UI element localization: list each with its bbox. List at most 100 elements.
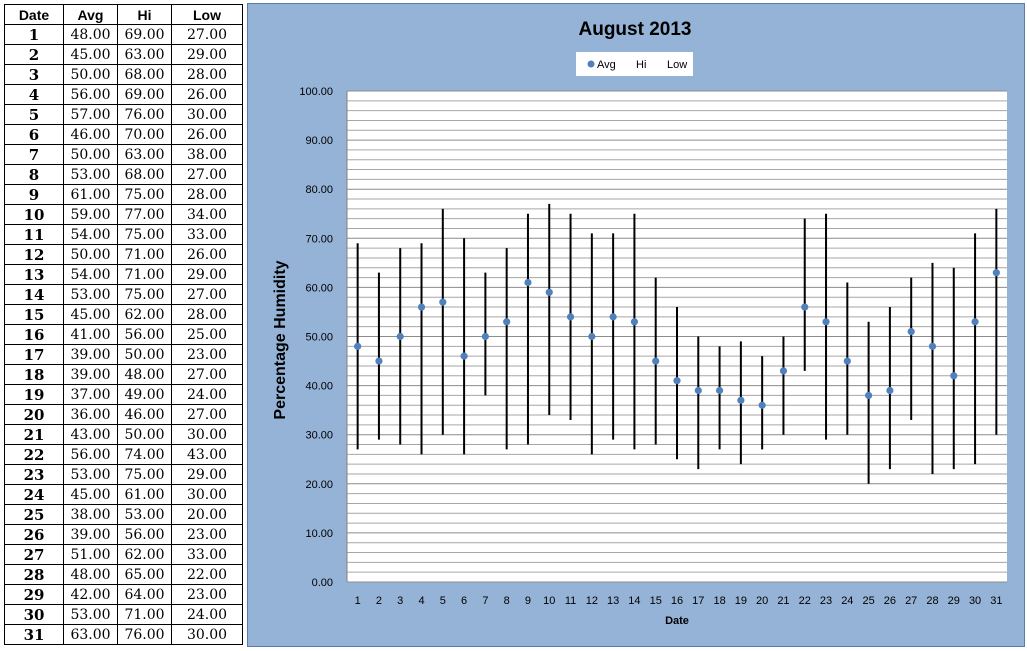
avg-point [354, 342, 362, 350]
cell-low: 24.00 [171, 604, 243, 625]
cell-avg: 45.00 [63, 44, 118, 65]
legend-hi-label: Hi [636, 59, 646, 71]
cell-low: 30.00 [171, 424, 243, 445]
cell-low: 28.00 [171, 64, 243, 85]
table-row: 9 61.00 75.00 28.00 [4, 184, 243, 205]
avg-point [694, 386, 702, 395]
header-hi: Hi [117, 4, 172, 25]
avg-point [971, 318, 979, 326]
cell-hi: 69.00 [117, 24, 172, 45]
cell-low: 28.00 [171, 304, 243, 325]
table-row: 7 50.00 63.00 38.00 [4, 144, 243, 165]
cell-avg: 54.00 [63, 264, 118, 285]
cell-hi: 63.00 [117, 44, 172, 65]
cell-avg: 36.00 [63, 404, 118, 425]
cell-date: 29 [4, 584, 64, 605]
cell-hi: 48.00 [117, 364, 172, 385]
x-tick-label: 29 [948, 595, 960, 607]
table-row: 10 59.00 77.00 34.00 [4, 204, 243, 225]
cell-hi: 63.00 [117, 144, 172, 165]
table-row: 30 53.00 71.00 24.00 [4, 604, 243, 625]
cell-avg: 48.00 [63, 24, 118, 45]
cell-date: 28 [4, 564, 64, 585]
cell-low: 30.00 [171, 624, 243, 645]
table-row: 18 39.00 48.00 27.00 [4, 364, 243, 385]
avg-point [673, 377, 681, 385]
cell-low: 23.00 [171, 524, 243, 545]
chart-title: August 2013 [579, 19, 692, 40]
cell-hi: 71.00 [117, 604, 172, 625]
cell-avg: 57.00 [63, 104, 118, 125]
x-tick-label: 9 [525, 595, 531, 607]
cell-hi: 46.00 [117, 404, 172, 425]
cell-hi: 75.00 [117, 224, 172, 245]
cell-date: 5 [4, 104, 64, 125]
cell-hi: 56.00 [117, 524, 172, 545]
cell-date: 31 [4, 624, 64, 645]
cell-date: 23 [4, 464, 64, 485]
cell-avg: 48.00 [63, 564, 118, 585]
avg-point [566, 313, 575, 321]
cell-low: 38.00 [171, 144, 243, 165]
table-row: 4 56.00 69.00 26.00 [4, 84, 243, 105]
cell-hi: 61.00 [117, 484, 172, 505]
x-tick-label: 20 [756, 595, 768, 607]
cell-low: 20.00 [171, 504, 243, 525]
x-tick-label: 22 [799, 595, 811, 607]
table-row: 22 56.00 74.00 43.00 [4, 444, 243, 465]
cell-low: 27.00 [171, 284, 243, 305]
cell-date: 2 [4, 44, 64, 65]
legend-avg-label: Avg [597, 59, 616, 71]
cell-date: 15 [4, 304, 64, 325]
table-row: 15 45.00 62.00 28.00 [4, 304, 243, 325]
table-row: 8 53.00 68.00 27.00 [4, 164, 243, 185]
avg-point [715, 386, 724, 395]
cell-avg: 45.00 [63, 304, 118, 325]
table-row: 17 39.00 50.00 23.00 [4, 344, 243, 365]
cell-low: 30.00 [171, 104, 243, 125]
table-row: 21 43.00 50.00 30.00 [4, 424, 243, 445]
cell-avg: 51.00 [63, 544, 118, 565]
cell-avg: 50.00 [63, 244, 118, 265]
y-tick-label: 10.00 [305, 528, 333, 540]
cell-hi: 71.00 [117, 264, 172, 285]
cell-avg: 41.00 [63, 324, 118, 345]
cell-low: 24.00 [171, 384, 243, 405]
cell-date: 27 [4, 544, 64, 565]
y-tick-label: 100.00 [299, 86, 333, 98]
avg-point [481, 332, 489, 341]
cell-date: 22 [4, 444, 64, 465]
avg-point [503, 318, 511, 326]
cell-hi: 76.00 [117, 104, 172, 125]
x-tick-label: 13 [607, 595, 619, 607]
x-tick-label: 19 [735, 595, 747, 607]
cell-date: 30 [4, 604, 64, 625]
table-row: 16 41.00 56.00 25.00 [4, 324, 243, 345]
x-tick-label: 31 [990, 595, 1002, 607]
y-axis-tick-labels: 0.00 10.00 20.00 30.00 40.00 50.00 60.00 70.00 8… [299, 86, 333, 589]
x-tick-label: 21 [777, 595, 789, 607]
cell-low: 27.00 [171, 164, 243, 185]
header-date: Date [4, 4, 64, 25]
y-tick-label: 0.00 [312, 577, 333, 589]
avg-point [907, 327, 915, 336]
table-row: 13 54.00 71.00 29.00 [4, 264, 243, 285]
cell-date: 11 [4, 224, 64, 245]
cell-hi: 53.00 [117, 504, 172, 525]
cell-low: 27.00 [171, 404, 243, 425]
x-tick-label: 17 [692, 595, 704, 607]
cell-low: 22.00 [171, 564, 243, 585]
cell-avg: 39.00 [63, 344, 118, 365]
legend-avg-marker [587, 60, 595, 68]
cell-hi: 75.00 [117, 184, 172, 205]
avg-point [737, 396, 745, 404]
table-body: 1 48.00 69.00 27.00 2 45.00 63.00 29.00 3 50.00 68… [4, 24, 243, 645]
cell-low: 33.00 [171, 224, 243, 245]
cell-date: 6 [4, 124, 64, 145]
cell-avg: 54.00 [63, 224, 118, 245]
y-axis-label: Percentage Humidity [272, 260, 289, 419]
avg-point [588, 332, 596, 341]
avg-point [609, 313, 617, 321]
cell-low: 29.00 [171, 44, 243, 65]
cell-low: 27.00 [171, 24, 243, 45]
